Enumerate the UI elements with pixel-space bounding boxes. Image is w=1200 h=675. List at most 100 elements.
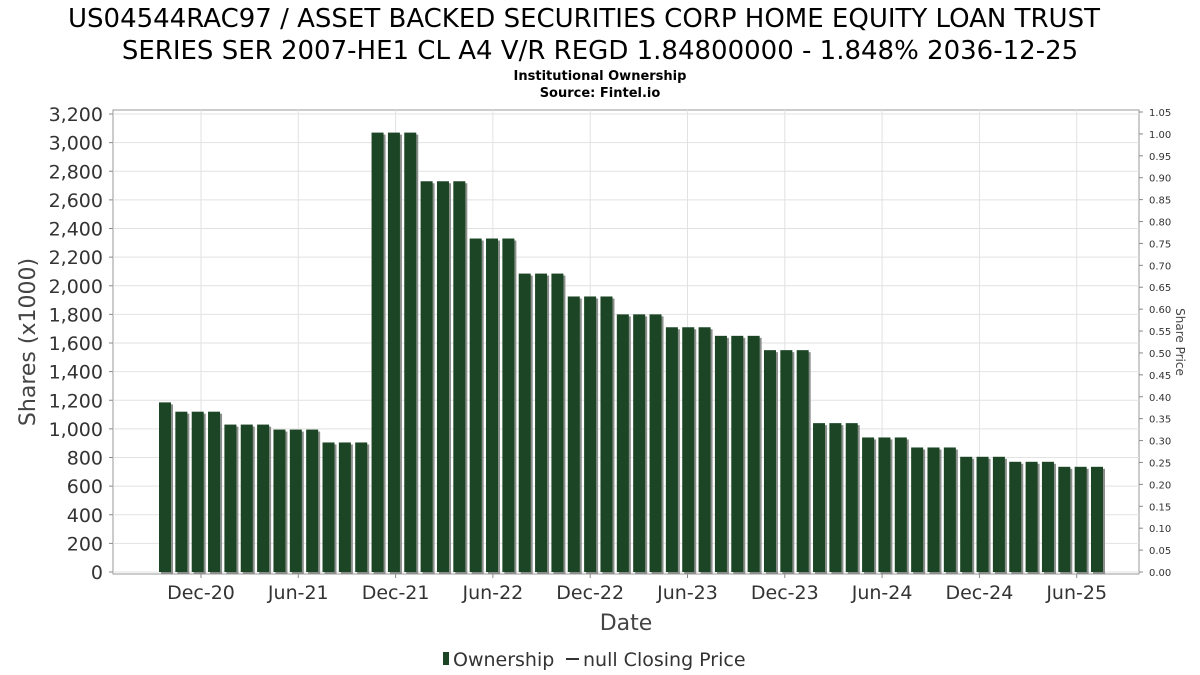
y-right-tick-label: 0.00 — [1149, 568, 1171, 579]
ownership-bar — [289, 429, 302, 572]
y-right-tick-label: 0.90 — [1149, 174, 1171, 185]
ownership-bar — [1025, 461, 1038, 572]
legend-ownership-swatch — [443, 652, 449, 665]
ownership-bar — [1058, 466, 1071, 572]
x-tick-label: Dec-24 — [945, 582, 1013, 604]
ownership-bar — [894, 437, 907, 572]
y-right-tick-label: 0.45 — [1149, 371, 1171, 382]
y-right-tick-label: 0.55 — [1149, 327, 1171, 338]
ownership-bar — [273, 429, 286, 572]
y-right-tick-label: 0.25 — [1149, 458, 1171, 469]
ownership-bar — [387, 132, 400, 572]
x-tick-label: Dec-23 — [751, 582, 819, 604]
y-tick-label: 2,400 — [49, 219, 103, 241]
x-axis-label: Date — [600, 611, 653, 636]
ownership-bar — [714, 335, 727, 572]
ownership-bar — [911, 447, 924, 572]
ownership-bar — [355, 442, 368, 572]
ownership-bar — [862, 437, 875, 572]
x-tick-label: Dec-21 — [362, 582, 430, 604]
y-tick-label: 600 — [67, 476, 103, 498]
y-right-tick-label: 0.10 — [1149, 524, 1171, 535]
ownership-bar — [780, 350, 793, 572]
legend: Ownership null Closing Price — [443, 649, 746, 671]
y-right-tick-label: 0.35 — [1149, 415, 1171, 426]
ownership-bar — [813, 423, 826, 572]
legend-price-label: null Closing Price — [583, 649, 746, 671]
ownership-bar — [829, 423, 842, 572]
ownership-bar — [927, 447, 940, 572]
ownership-bar — [584, 296, 597, 572]
y-axis-right-label: Share Price — [1173, 308, 1187, 376]
x-tick-label: Jun-21 — [267, 582, 329, 604]
ownership-bar — [682, 327, 695, 572]
y-right-tick-label: 0.95 — [1149, 152, 1171, 163]
ownership-bar — [502, 238, 515, 573]
ownership-bar — [535, 273, 548, 572]
ownership-bar — [175, 411, 188, 572]
ownership-bar — [420, 181, 433, 573]
x-tick-label: Jun-22 — [462, 582, 524, 604]
ownership-bar — [159, 402, 171, 572]
ownership-bar — [436, 181, 449, 573]
y-right-tick-label: 0.05 — [1149, 546, 1171, 557]
y-right-tick-label: 0.80 — [1149, 218, 1171, 229]
ownership-bar — [518, 273, 531, 572]
y-right-tick-label: 0.15 — [1149, 502, 1171, 513]
ownership-bar — [616, 314, 629, 572]
y-right-tick-label: 0.65 — [1149, 283, 1171, 294]
y-tick-label: 1,400 — [49, 362, 103, 384]
x-tick-label: Dec-20 — [167, 582, 235, 604]
y-tick-label: 800 — [67, 448, 103, 470]
y-right-tick-label: 0.70 — [1149, 261, 1171, 272]
ownership-bar — [322, 442, 335, 572]
y-tick-label: 1,000 — [49, 419, 103, 441]
x-tick-label: Jun-23 — [656, 582, 718, 604]
x-tick-label: Jun-25 — [1045, 582, 1107, 604]
y-right-tick-label: 0.75 — [1149, 239, 1171, 250]
ownership-bar — [747, 335, 760, 572]
ownership-bar — [992, 456, 1005, 572]
ownership-bar — [649, 314, 662, 572]
chart-subtitle: Institutional Ownership — [514, 69, 687, 84]
y-axis-left-ticks: 0 200 400 600 800 1,000 1,200 1,400 1,600 1,800 2,… — [49, 104, 113, 584]
ownership-bar — [306, 429, 319, 572]
y-right-tick-label: 1.05 — [1149, 108, 1171, 119]
y-right-tick-label: 0.30 — [1149, 437, 1171, 448]
x-axis-ticks: Dec-20 Jun-21 Dec-21 Jun-22 Dec-22 Jun-23 Dec-… — [167, 574, 1107, 604]
ownership-bar — [257, 424, 270, 572]
y-tick-label: 1,200 — [49, 390, 103, 412]
ownership-bar — [567, 296, 580, 572]
ownership-bar — [191, 411, 204, 572]
ownership-bar — [731, 335, 744, 572]
x-tick-label: Jun-24 — [851, 582, 913, 604]
ownership-bar — [845, 423, 858, 572]
ownership-bar — [943, 447, 956, 572]
y-tick-label: 2,200 — [49, 247, 103, 269]
ownership-bar — [208, 411, 221, 572]
ownership-bar — [371, 132, 384, 572]
bars — [159, 132, 1105, 575]
ownership-bar — [453, 181, 466, 573]
ownership-bar — [665, 327, 678, 572]
y-tick-label: 1,800 — [49, 304, 103, 326]
y-tick-label: 3,000 — [49, 133, 103, 155]
y-tick-label: 2,800 — [49, 161, 103, 183]
ownership-bar — [600, 296, 613, 572]
chart-title-line1: US04544RAC97 / ASSET BACKED SECURITIES C… — [68, 4, 1100, 34]
ownership-bar — [404, 132, 417, 572]
y-right-tick-label: 0.40 — [1149, 393, 1171, 404]
y-right-tick-label: 1.00 — [1149, 130, 1171, 141]
x-tick-label: Dec-22 — [556, 582, 624, 604]
y-axis-label: Shares (x1000) — [16, 258, 41, 426]
ownership-bar — [763, 350, 776, 572]
ownership-bar — [976, 456, 989, 572]
ownership-bar — [796, 350, 809, 572]
ownership-bar — [1009, 461, 1022, 572]
ownership-bar — [469, 238, 482, 573]
y-right-tick-label: 0.85 — [1149, 196, 1171, 207]
ownership-bar — [338, 442, 351, 572]
ownership-bar — [224, 424, 237, 572]
y-tick-label: 0 — [91, 562, 103, 584]
